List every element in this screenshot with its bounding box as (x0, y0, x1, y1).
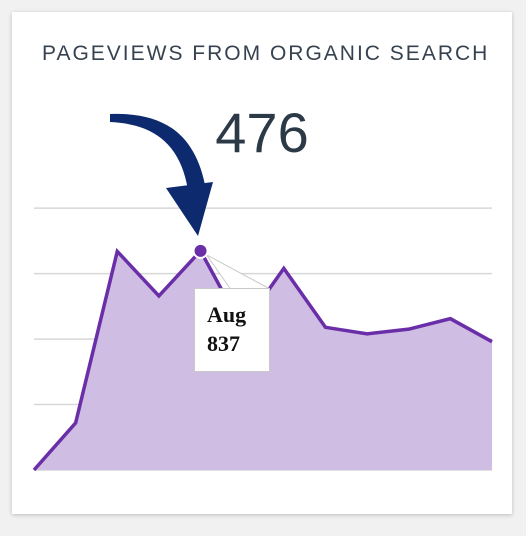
highlight-point[interactable] (192, 242, 209, 259)
area-chart (32, 113, 493, 472)
widget-title: PAGEVIEWS FROM ORGANIC SEARCH (42, 42, 490, 65)
pageviews-widget: PAGEVIEWS FROM ORGANIC SEARCH 476 Aug 83… (12, 12, 512, 514)
tooltip-value: 837 (207, 331, 240, 356)
metric-number: 476 (215, 101, 309, 164)
arrow-head-icon (166, 182, 213, 236)
tooltip-month: Aug (207, 302, 247, 327)
data-tooltip: Aug 837 (194, 288, 270, 372)
arrow-icon (110, 113, 206, 190)
metric-value: 476 (12, 100, 512, 165)
